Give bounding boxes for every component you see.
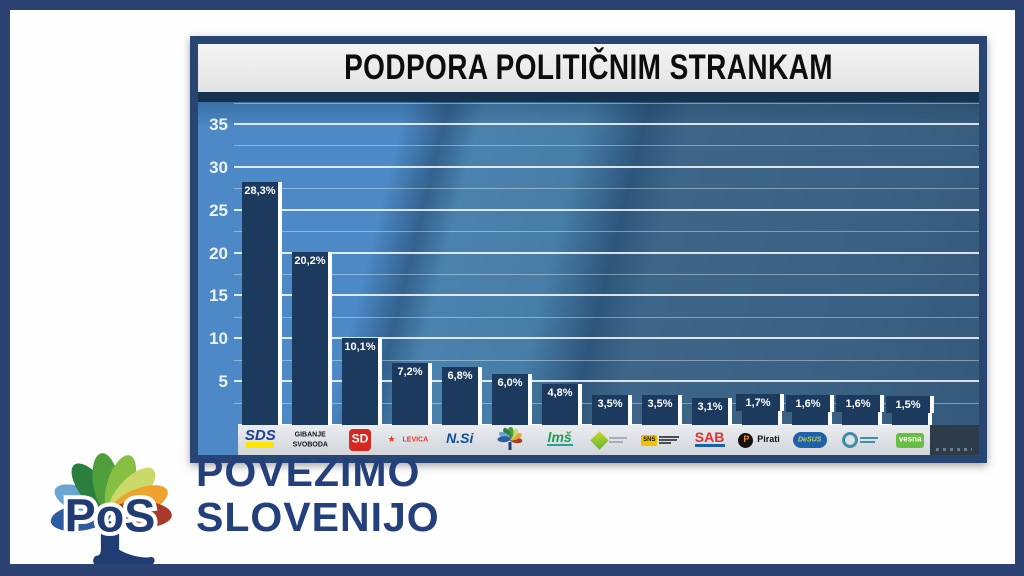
party-logo-gibanje-svoboda: GIBANJE SVOBODA bbox=[292, 430, 328, 449]
bar-dobra-dr-ava bbox=[842, 411, 882, 425]
bar-na-a-de-ela: 3,5% bbox=[592, 395, 632, 425]
bar-value-label: 1,7% bbox=[736, 394, 784, 412]
party-logo-sab: SAB bbox=[695, 430, 725, 447]
poll-panel: PODPORA POLITIČNIM STRANKAM SDS GIBANJE SV… bbox=[190, 36, 987, 463]
gridline bbox=[234, 380, 979, 383]
bar-sab: 3,1% bbox=[692, 398, 732, 425]
bar-value-label: 6,0% bbox=[497, 376, 523, 389]
party-logo-desus: DeSUS bbox=[786, 425, 834, 455]
party-logo-n-si: N.Si bbox=[446, 431, 474, 447]
bar-pirati bbox=[742, 410, 782, 425]
gridline bbox=[234, 145, 979, 147]
gridline bbox=[234, 316, 979, 318]
bar-value-label: 3,5% bbox=[597, 398, 623, 411]
gridline bbox=[234, 274, 979, 276]
party-logo-sds: SDS bbox=[236, 425, 284, 455]
gridline bbox=[234, 208, 979, 211]
bar-levica: 7,2% bbox=[392, 363, 432, 425]
branding-line2: SLOVENIJO bbox=[196, 494, 440, 540]
bar-sns: 3,5% bbox=[642, 395, 682, 425]
page-background: PODPORA POLITIČNIM STRANKAM SDS GIBANJE SV… bbox=[10, 10, 1015, 564]
y-axis-tick: 10 bbox=[209, 329, 228, 349]
bar-n-si: 6,8% bbox=[442, 366, 482, 425]
bar-sd: 10,1% bbox=[342, 338, 382, 425]
y-axis-tick: 20 bbox=[209, 243, 228, 263]
party-logo-strip: SDS GIBANJE SVOBODA SD ★ LEVICA N.Si lmš SNS SAB P… bbox=[238, 424, 930, 455]
chart-title: PODPORA POLITIČNIM STRANKAM bbox=[344, 48, 833, 87]
bar-value-label: 3,1% bbox=[697, 401, 723, 414]
bar-value-label: 1,5% bbox=[886, 396, 934, 414]
bar-value-label: 20,2% bbox=[294, 254, 326, 267]
gridline bbox=[234, 359, 979, 361]
gridline bbox=[234, 165, 979, 168]
bar-value-label: 1,6% bbox=[786, 395, 834, 413]
bar-value-label: 7,2% bbox=[397, 366, 423, 379]
y-axis-tick: 5 bbox=[218, 372, 228, 392]
gridline bbox=[234, 102, 979, 104]
bar-value-label: 4,8% bbox=[547, 386, 573, 399]
y-axis-tick: 35 bbox=[209, 115, 228, 135]
branding-line1: POVEŽIMO bbox=[196, 449, 421, 495]
chart-area: SDS GIBANJE SVOBODA SD ★ LEVICA N.Si lmš SNS SAB P… bbox=[198, 102, 979, 455]
pos-logo-text: PoS bbox=[65, 489, 156, 541]
gridline bbox=[234, 123, 979, 126]
bar-desus bbox=[792, 411, 832, 425]
party-logo-lm-: lmš bbox=[547, 430, 573, 446]
pos-tree-logo: PoS bbox=[50, 453, 172, 564]
party-logo-sns: SNS bbox=[636, 425, 684, 455]
gridline bbox=[234, 251, 979, 254]
bar-value-label: 28,3% bbox=[244, 185, 276, 198]
y-axis-tick: 30 bbox=[209, 157, 228, 177]
gridline bbox=[234, 231, 979, 233]
bar-vesna bbox=[892, 412, 932, 425]
bar-pove-imo-slovenijo: 6,0% bbox=[492, 373, 532, 425]
party-logo-na-a-de-ela bbox=[586, 425, 634, 455]
bar-sds: 28,3% bbox=[242, 182, 282, 425]
party-logo-pove-imo-slovenijo bbox=[486, 425, 534, 455]
party-logo-vesna: vesna bbox=[886, 425, 934, 455]
bar-value-label: 10,1% bbox=[344, 341, 376, 354]
gridline bbox=[234, 337, 979, 340]
bar-value-label: 3,5% bbox=[647, 398, 673, 411]
y-axis-tick: 25 bbox=[209, 200, 228, 220]
bar-lm-: 4,8% bbox=[542, 383, 582, 425]
party-logo-pirati: P Pirati bbox=[736, 425, 784, 455]
title-divider bbox=[198, 92, 979, 102]
chart-title-bar: PODPORA POLITIČNIM STRANKAM bbox=[198, 44, 979, 92]
party-logo-sd: SD bbox=[336, 425, 384, 455]
bar-gibanje-svoboda: 20,2% bbox=[292, 251, 332, 425]
party-logo-levica: ★ LEVICA bbox=[387, 434, 428, 445]
bar-value-label: 6,8% bbox=[447, 369, 473, 382]
branding-block: PoS POVEŽIMO SLOVENIJO bbox=[34, 426, 440, 564]
corner-artifact bbox=[930, 425, 979, 455]
y-axis-tick: 15 bbox=[209, 286, 228, 306]
branding-text: POVEŽIMO SLOVENIJO bbox=[196, 450, 440, 540]
bar-value-label: 1,6% bbox=[836, 395, 884, 413]
party-logo-dobra-dr-ava bbox=[836, 425, 884, 455]
gridline bbox=[234, 294, 979, 297]
gridline bbox=[234, 188, 979, 190]
